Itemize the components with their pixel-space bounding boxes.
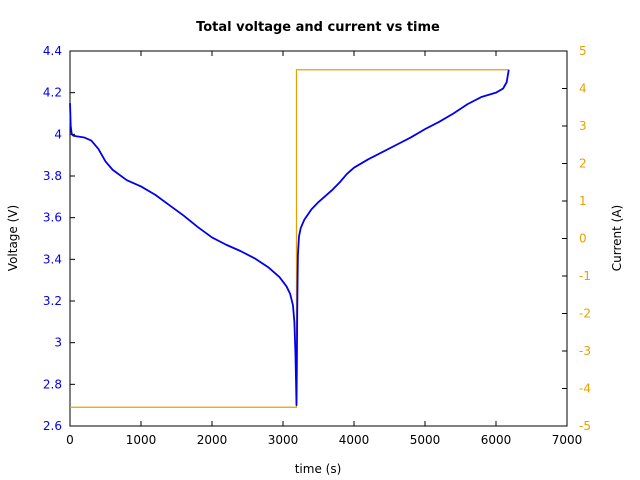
y-axis-right-label: Current (A) [610, 205, 624, 271]
x-tick-label: 6000 [481, 433, 512, 447]
plot-frame [69, 50, 568, 427]
x-tick-label: 1000 [126, 433, 157, 447]
y-left-tick-label: 3.6 [43, 211, 62, 225]
y-right-tick-label: -3 [579, 344, 591, 358]
x-tick-label: 4000 [339, 433, 370, 447]
x-tick-label: 7000 [552, 433, 583, 447]
y-left-tick-label: 4.4 [43, 44, 62, 58]
y-left-tick-label: 4.2 [43, 86, 62, 100]
voltage-series-line [69, 69, 510, 407]
y-left-tick-label: 4 [54, 127, 62, 141]
plot-layer: 0 1000 2000 3000 4000 5000 6000 7000 2.6 2.8 3 3.2 3… [43, 44, 591, 447]
y-axis-left-label: Voltage (V) [6, 205, 20, 271]
current-series-line [70, 69, 509, 408]
chart-title: Total voltage and current vs time [196, 20, 440, 35]
y-left-tick-label: 2.6 [43, 419, 62, 433]
y-left-tick-label: 2.8 [43, 377, 62, 391]
y-right-tick-label: -2 [579, 307, 591, 321]
y-right-tick-label: 5 [579, 44, 587, 58]
x-tick-label: 0 [66, 433, 74, 447]
x-axis-label: time (s) [295, 462, 342, 476]
x-tick-label: 2000 [197, 433, 228, 447]
y-right-tick-label: -4 [579, 382, 591, 396]
y-left-tick-label: 3.8 [43, 169, 62, 183]
y-left-tick-label: 3.4 [43, 252, 62, 266]
y-right-tick-label: 4 [579, 82, 587, 96]
y-right-tick-label: 1 [579, 194, 587, 208]
y-left-tick-label: 3.2 [43, 294, 62, 308]
y-right-tick-label: 2 [579, 157, 587, 171]
y-right-tick-label: -1 [579, 269, 591, 283]
y-left-tick-label: 3 [54, 336, 62, 350]
y-right-tick-label: 3 [579, 119, 587, 133]
x-tick-label: 5000 [410, 433, 441, 447]
x-tick-label: 3000 [268, 433, 299, 447]
y-right-tick-label: -5 [579, 419, 591, 433]
y-right-tick-label: 0 [579, 232, 587, 246]
